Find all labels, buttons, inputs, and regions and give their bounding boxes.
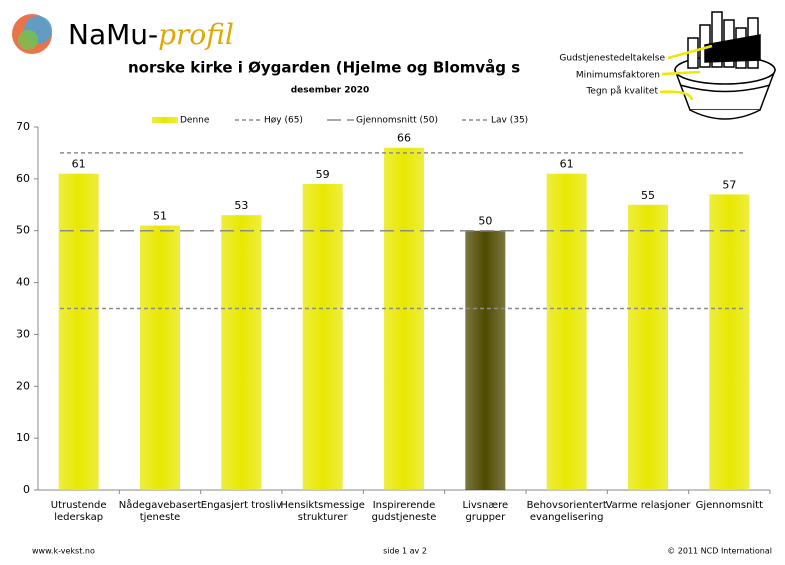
x-tick-label: strukturer xyxy=(298,512,349,523)
barrel-label: Minimumsfaktoren xyxy=(576,71,660,81)
x-tick-label: Engasjert trosliv xyxy=(201,500,282,511)
bar xyxy=(547,174,587,490)
bar xyxy=(140,226,180,490)
data-label: 50 xyxy=(478,215,492,228)
x-tick-label: tjeneste xyxy=(140,512,181,523)
x-tick-label: Inspirerende xyxy=(373,500,436,511)
data-label: 55 xyxy=(641,189,655,202)
footer-right: © 2011 NCD International xyxy=(667,547,772,556)
y-tick-label: 70 xyxy=(16,120,30,133)
barrel xyxy=(675,12,775,119)
x-tick-label: Utrustende xyxy=(51,500,107,511)
chart-title: norske kirke i Øygarden (Hjelme og Blomv… xyxy=(128,59,520,77)
y-tick-label: 20 xyxy=(16,379,30,392)
x-tick-label: Gjennomsnitt xyxy=(696,500,763,511)
footer-center: side 1 av 2 xyxy=(383,547,427,556)
bar xyxy=(221,215,261,490)
legend-label: Denne xyxy=(180,116,210,126)
data-label: 51 xyxy=(153,210,167,223)
x-tick-label: lederskap xyxy=(54,512,103,523)
data-label: 61 xyxy=(560,158,574,171)
barrel-label: Gudstjenestedeltakelse xyxy=(559,54,665,64)
y-tick-label: 60 xyxy=(16,172,30,185)
y-tick-label: 10 xyxy=(16,431,30,444)
data-label: 66 xyxy=(397,132,411,145)
y-tick-label: 0 xyxy=(23,483,30,496)
y-tick-label: 40 xyxy=(16,276,30,289)
legend-swatch xyxy=(152,117,178,123)
data-label: 59 xyxy=(316,168,330,181)
y-tick-label: 50 xyxy=(16,224,30,237)
brand-text: NaMu- xyxy=(68,18,158,51)
bar xyxy=(59,174,99,490)
chart-subtitle: desember 2020 xyxy=(291,86,370,96)
chart: NaMu-profil norske kirke i Øygarden (Hje… xyxy=(0,0,785,561)
data-label: 61 xyxy=(72,158,86,171)
legend-label: Lav (35) xyxy=(491,116,528,126)
x-tick-label: gudstjeneste xyxy=(372,512,437,523)
bar xyxy=(384,148,424,490)
x-tick-label: evangelisering xyxy=(530,512,604,523)
x-tick-label: Behovsorientert xyxy=(527,500,607,511)
brand: NaMu-profil xyxy=(68,18,234,52)
barrel-label: Tegn på kvalitet xyxy=(585,86,658,97)
brand-accent: profil xyxy=(158,18,234,51)
legend-label: Høy (65) xyxy=(264,116,303,126)
x-tick-label: Varme relasjoner xyxy=(606,500,692,511)
bar xyxy=(303,184,343,490)
x-tick-label: Livsnære xyxy=(462,500,508,511)
bar xyxy=(628,205,668,490)
footer-left: www.k-vekst.no xyxy=(32,547,95,556)
logo xyxy=(12,14,52,54)
y-tick-label: 30 xyxy=(16,327,30,340)
x-tick-label: Nådegavebasert xyxy=(119,498,202,511)
x-tick-label: grupper xyxy=(465,512,506,523)
data-label: 53 xyxy=(234,199,248,212)
legend-label: Gjennomsnitt (50) xyxy=(356,116,438,126)
bar xyxy=(465,231,505,490)
data-label: 57 xyxy=(722,178,736,191)
x-tick-label: Hensiktsmessige xyxy=(280,500,365,511)
bar xyxy=(709,194,749,490)
